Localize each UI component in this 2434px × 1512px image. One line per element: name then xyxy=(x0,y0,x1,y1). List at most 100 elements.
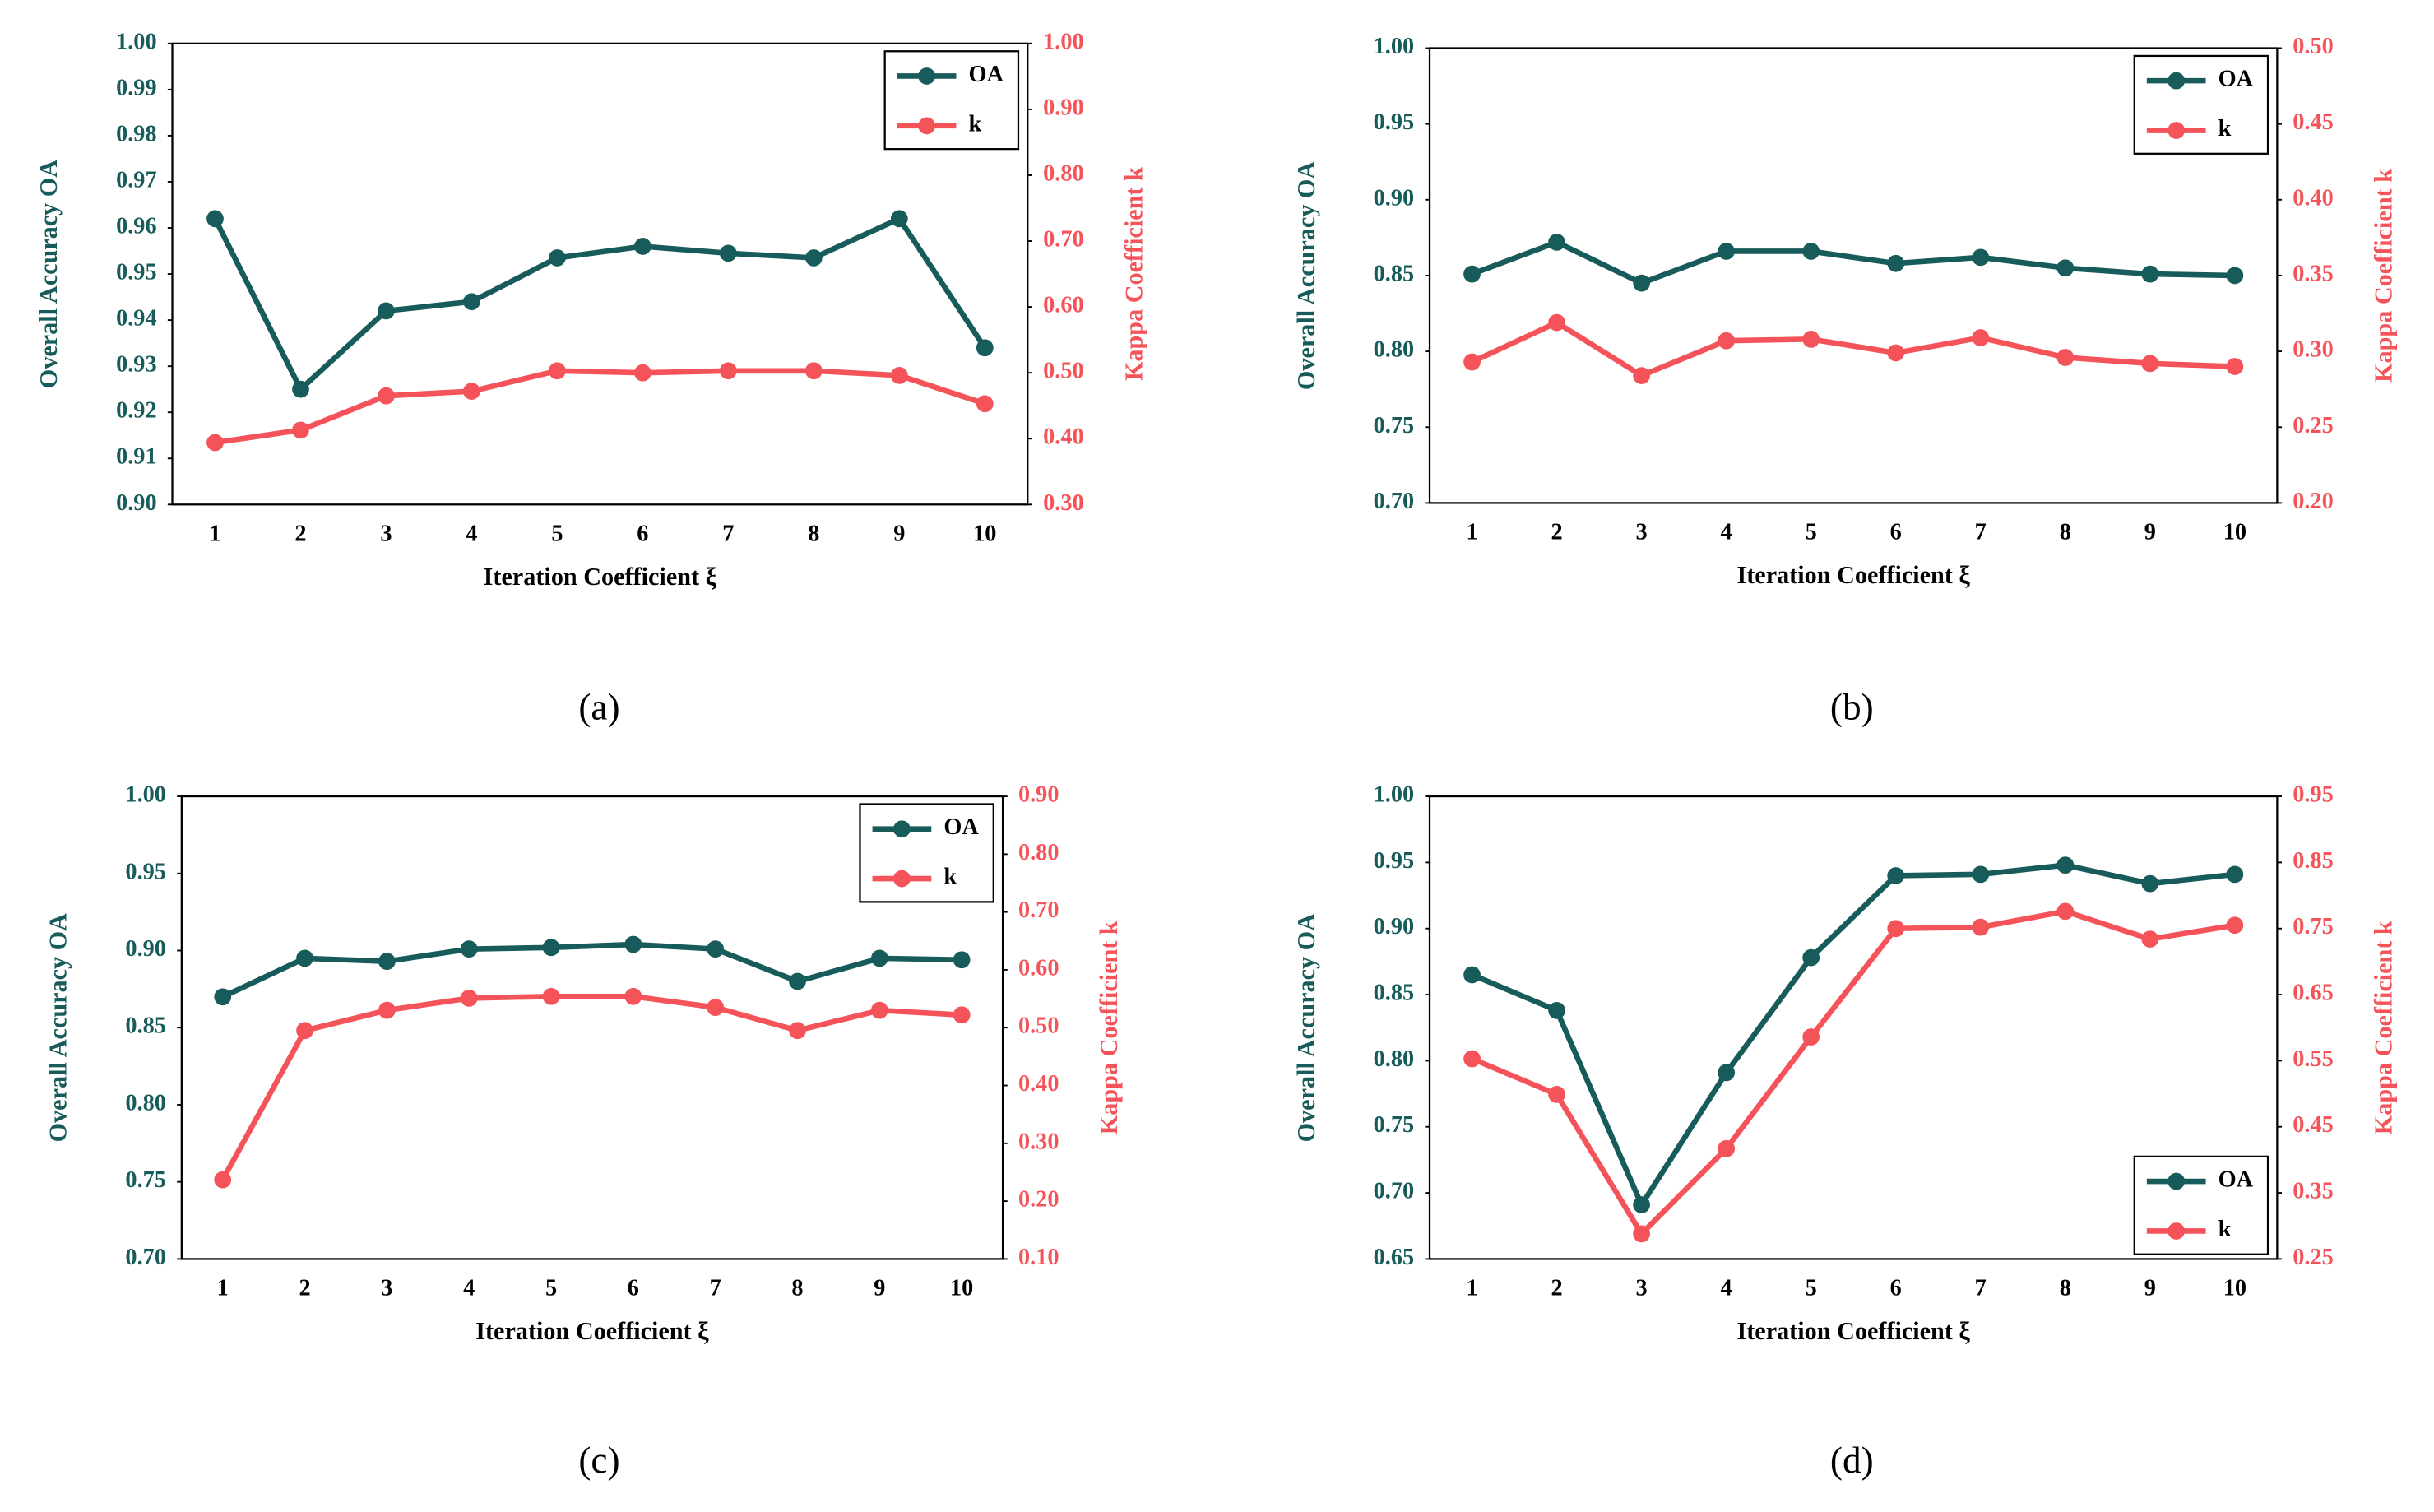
x-tick-label: 1 xyxy=(1466,1276,1477,1301)
x-axis-label: Iteration Coefficient ξ xyxy=(484,563,717,591)
series-line xyxy=(1471,239,2235,286)
x-tick-label: 8 xyxy=(2060,520,2071,545)
y-tick-label: 0.85 xyxy=(125,1013,166,1039)
y-tick-label: 0.80 xyxy=(1374,1046,1415,1072)
series-marker xyxy=(976,339,994,357)
x-tick-label: 8 xyxy=(808,522,819,547)
series-marker xyxy=(1887,344,1905,362)
y-tick-label: 0.95 xyxy=(116,260,157,285)
x-tick-label: 4 xyxy=(1721,1276,1732,1301)
x-tick-label: 6 xyxy=(1890,1276,1902,1301)
y-tick-label: 0.90 xyxy=(1374,914,1415,939)
series-marker xyxy=(206,434,224,452)
x-tick-label: 6 xyxy=(637,522,648,547)
legend-label: OA xyxy=(2218,1167,2254,1193)
y2-tick-label: 0.65 xyxy=(2293,981,2334,1006)
series-marker xyxy=(1548,234,1565,251)
series-marker xyxy=(2141,874,2159,893)
y2-tick-label: 1.00 xyxy=(1043,29,1084,54)
series-marker xyxy=(1718,1139,1736,1157)
legend-marker xyxy=(2167,1172,2186,1190)
x-tick-label: 2 xyxy=(1551,520,1563,545)
x-tick-label: 1 xyxy=(1466,520,1477,545)
series-marker xyxy=(463,383,480,400)
y2-tick-label: 0.20 xyxy=(1018,1187,1059,1213)
y2-tick-label: 0.70 xyxy=(1043,227,1084,253)
x-tick-label: 3 xyxy=(380,522,392,547)
y2-tick-label: 0.75 xyxy=(2293,914,2334,939)
y2-tick-label: 0.70 xyxy=(1018,897,1059,923)
series-marker xyxy=(1972,865,1990,884)
y2-tick-label: 0.95 xyxy=(2293,782,2334,808)
series-marker xyxy=(1802,243,1820,260)
caption: (c) xyxy=(578,1440,619,1481)
series-marker xyxy=(463,293,480,311)
y2-axis-label: Kappa Coefficient k xyxy=(2369,921,2397,1134)
x-tick-label: 10 xyxy=(2223,520,2246,545)
y2-tick-label: 0.40 xyxy=(2293,185,2334,211)
series-marker xyxy=(804,249,823,267)
series-line xyxy=(215,368,986,446)
series-marker xyxy=(1802,1028,1820,1046)
series-line xyxy=(1471,908,2236,1239)
y-tick-label: 0.75 xyxy=(1374,1112,1415,1138)
series-marker xyxy=(707,940,725,958)
series-marker xyxy=(870,949,888,967)
series-marker xyxy=(1718,243,1736,260)
series-marker xyxy=(2226,358,2244,375)
y-tick-label: 0.80 xyxy=(125,1090,166,1115)
caption: (a) xyxy=(578,687,619,728)
series-marker xyxy=(1972,918,1990,936)
y2-axis-label: Kappa Coefficient k xyxy=(2369,169,2397,383)
x-tick-label: 5 xyxy=(1806,1276,1817,1301)
series-marker xyxy=(292,380,309,398)
series-marker xyxy=(789,1022,806,1040)
legend-label: OA xyxy=(969,62,1004,87)
series-marker xyxy=(2141,265,2159,283)
series-line xyxy=(1471,862,2236,1211)
caption: (d) xyxy=(1830,1440,1874,1481)
y2-tick-label: 0.80 xyxy=(1043,160,1084,186)
y2-tick-label: 0.60 xyxy=(1018,955,1059,981)
x-tick-label: 10 xyxy=(2223,1276,2246,1301)
legend-frame xyxy=(859,803,994,903)
series-marker xyxy=(976,395,994,413)
series-marker xyxy=(789,972,806,990)
legend-marker xyxy=(918,117,935,135)
y2-tick-label: 0.40 xyxy=(1043,424,1084,450)
x-axis-label: Iteration Coefficient ξ xyxy=(1737,561,1971,589)
x-tick-label: 3 xyxy=(1636,1276,1648,1301)
series-marker xyxy=(1718,332,1736,350)
series-marker xyxy=(707,999,725,1017)
series-marker xyxy=(206,210,224,228)
series-marker xyxy=(890,366,908,384)
y-tick-label: 1.00 xyxy=(125,782,166,808)
y-axis-label: Overall Accuracy OA xyxy=(35,160,63,389)
series-marker xyxy=(378,1001,396,1019)
series-marker xyxy=(953,951,971,969)
x-tick-label: 5 xyxy=(545,1276,557,1301)
series-marker xyxy=(460,990,478,1007)
legend-marker xyxy=(893,870,911,888)
y-tick-label: 0.95 xyxy=(1374,109,1415,135)
series-marker xyxy=(1633,1196,1650,1213)
x-tick-label: 7 xyxy=(1975,1276,1987,1301)
y-axis-label: Overall Accuracy OA xyxy=(44,913,72,1143)
series-marker xyxy=(624,987,642,1005)
y-tick-label: 1.00 xyxy=(1374,34,1415,59)
legend-label: k xyxy=(2218,116,2232,141)
y2-tick-label: 0.30 xyxy=(1018,1129,1059,1154)
series-marker xyxy=(1463,966,1481,984)
y2-tick-label: 0.35 xyxy=(2293,261,2334,286)
y-tick-label: 0.99 xyxy=(116,75,157,100)
y-tick-label: 0.95 xyxy=(125,859,166,884)
y2-axis-label: Kappa Coefficient k xyxy=(1120,167,1147,381)
series-marker xyxy=(549,249,566,267)
x-tick-label: 9 xyxy=(874,1276,885,1301)
y2-tick-label: 0.80 xyxy=(1018,840,1059,865)
y2-tick-label: 0.30 xyxy=(2293,337,2334,363)
series-marker xyxy=(542,987,560,1005)
x-tick-label: 2 xyxy=(1551,1276,1563,1301)
x-tick-label: 2 xyxy=(299,1276,310,1301)
y2-axis-label: Kappa Coefficient k xyxy=(1095,921,1123,1134)
